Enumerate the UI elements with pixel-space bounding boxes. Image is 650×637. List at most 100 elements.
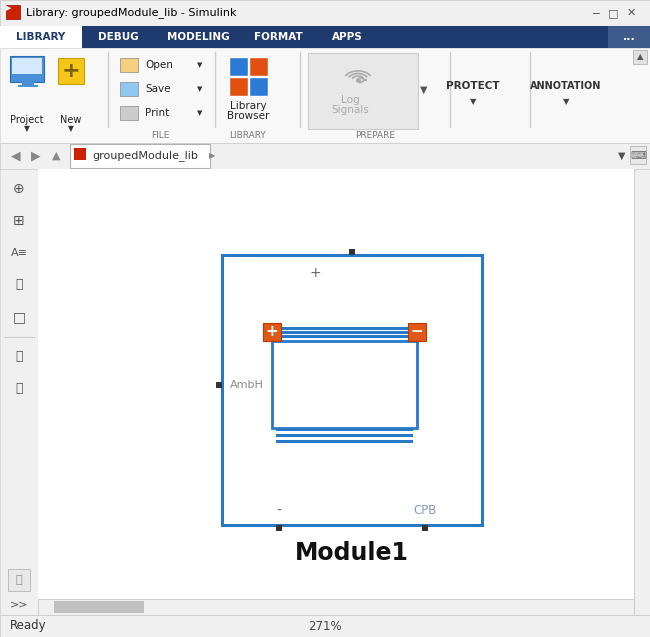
Bar <box>633 50 647 64</box>
Text: groupedModule_lib: groupedModule_lib <box>92 150 198 161</box>
Text: □: □ <box>608 8 618 18</box>
Bar <box>22 82 34 85</box>
Text: ▼: ▼ <box>198 110 203 116</box>
Text: 📷: 📷 <box>15 350 23 364</box>
Text: ...: ... <box>623 32 636 42</box>
Text: □: □ <box>12 310 25 324</box>
Bar <box>272 327 417 330</box>
Bar <box>308 53 418 129</box>
Bar <box>263 323 281 341</box>
Text: >>: >> <box>10 599 28 609</box>
Text: Module1: Module1 <box>295 541 409 565</box>
Text: -: - <box>277 504 281 518</box>
Text: ⊕: ⊕ <box>13 182 25 196</box>
Text: ⌨: ⌨ <box>630 151 646 161</box>
Text: Browser: Browser <box>227 111 269 121</box>
Text: PROTECT: PROTECT <box>446 81 500 91</box>
Text: ▼: ▼ <box>618 151 626 161</box>
Text: ANNOTATION: ANNOTATION <box>530 81 602 91</box>
Bar <box>229 57 248 76</box>
Bar <box>422 525 428 531</box>
Text: FORMAT: FORMAT <box>254 32 302 42</box>
Bar <box>120 106 138 120</box>
Text: LIBRARY: LIBRARY <box>16 32 66 42</box>
Text: ▼: ▼ <box>421 85 428 95</box>
Bar <box>272 335 417 338</box>
Text: ▶: ▶ <box>6 5 12 11</box>
Bar <box>12 58 42 74</box>
Bar <box>120 82 138 96</box>
Text: ▶: ▶ <box>209 152 215 161</box>
Text: CPB: CPB <box>413 505 437 517</box>
Bar <box>408 323 426 341</box>
Text: ▲: ▲ <box>637 52 644 62</box>
Bar <box>276 428 413 431</box>
Text: PREPARE: PREPARE <box>355 131 395 140</box>
Bar <box>216 382 222 387</box>
Text: ▼: ▼ <box>198 62 203 68</box>
Bar <box>74 148 86 160</box>
Text: ▼: ▼ <box>470 97 476 106</box>
Bar <box>608 26 650 48</box>
Text: FILE: FILE <box>151 131 169 140</box>
Bar <box>0 169 38 615</box>
Bar <box>276 434 413 437</box>
Bar <box>0 26 650 48</box>
Text: ▼: ▼ <box>563 97 569 106</box>
Text: +: + <box>266 324 278 340</box>
Bar <box>120 58 138 72</box>
Text: Ready: Ready <box>10 620 47 633</box>
Text: New: New <box>60 115 82 125</box>
Text: Log: Log <box>341 95 359 105</box>
Text: ✕: ✕ <box>627 8 636 18</box>
Text: ▶: ▶ <box>31 150 41 162</box>
Bar <box>8 569 30 591</box>
Bar <box>249 57 268 76</box>
Text: +: + <box>310 266 321 280</box>
Text: ▼: ▼ <box>68 124 74 134</box>
Bar <box>6 5 20 19</box>
Bar <box>276 525 282 531</box>
Text: A≡: A≡ <box>10 248 27 258</box>
Text: Signals: Signals <box>331 105 369 115</box>
Text: ▲: ▲ <box>52 151 60 161</box>
Bar <box>0 26 82 48</box>
Text: 271%: 271% <box>308 620 342 633</box>
Text: Library: Library <box>229 101 266 111</box>
Text: Save: Save <box>145 84 170 94</box>
Bar <box>222 255 482 525</box>
Text: Library: groupedModule_lib - Simulink: Library: groupedModule_lib - Simulink <box>26 8 237 18</box>
Bar <box>349 249 355 255</box>
Text: 🖼: 🖼 <box>15 278 23 292</box>
Bar <box>0 48 650 143</box>
Text: ▼: ▼ <box>198 86 203 92</box>
Bar <box>272 331 417 334</box>
Text: MODELING: MODELING <box>166 32 229 42</box>
Text: 📋: 📋 <box>15 382 23 396</box>
Bar <box>38 169 650 615</box>
Bar <box>634 169 650 615</box>
Bar <box>54 601 144 613</box>
Text: LIBRARY: LIBRARY <box>229 131 266 140</box>
Text: ─: ─ <box>592 8 599 18</box>
Bar <box>0 0 650 26</box>
Text: APPS: APPS <box>332 32 363 42</box>
Text: 🔒: 🔒 <box>16 575 22 585</box>
Bar <box>10 56 44 82</box>
Text: AmbH: AmbH <box>230 380 264 390</box>
Bar <box>18 85 38 87</box>
Bar <box>38 599 634 615</box>
Text: ▼: ▼ <box>24 124 30 134</box>
Bar <box>0 143 650 169</box>
Text: Open: Open <box>145 60 173 70</box>
Bar <box>630 146 646 164</box>
Bar <box>276 440 413 443</box>
Bar <box>70 144 210 168</box>
Bar <box>0 615 650 637</box>
Text: ◀: ◀ <box>11 150 21 162</box>
Text: ⊞: ⊞ <box>13 214 25 228</box>
Bar <box>249 77 268 96</box>
Text: +: + <box>62 61 81 81</box>
Text: Print: Print <box>145 108 169 118</box>
Text: Project: Project <box>10 115 44 125</box>
